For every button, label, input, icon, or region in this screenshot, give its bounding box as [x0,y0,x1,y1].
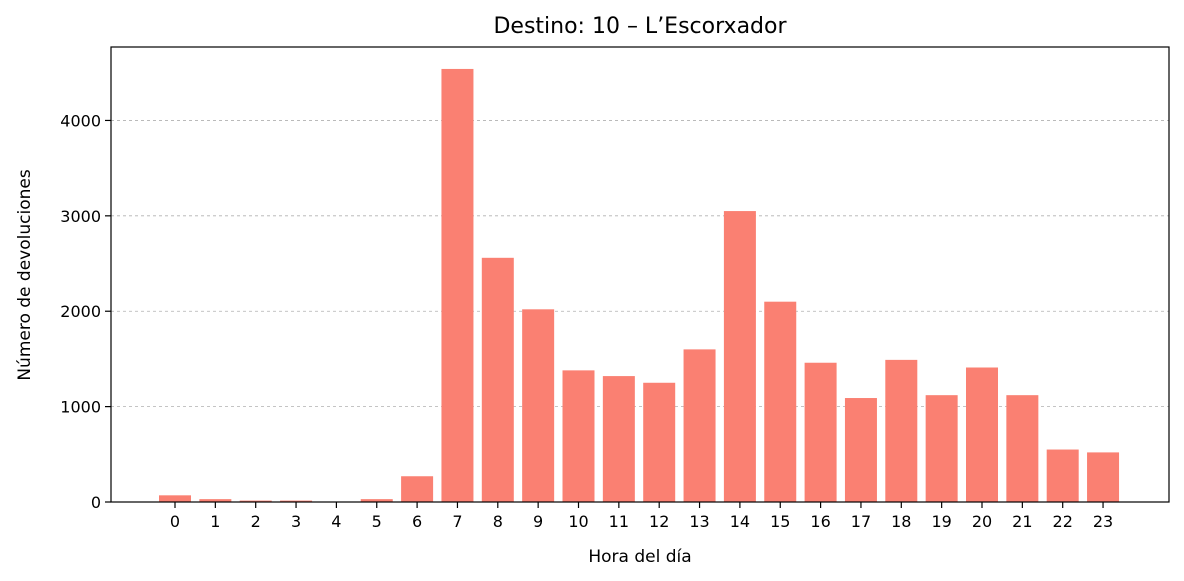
x-tick-label: 15 [770,512,790,531]
bar-hour-1 [199,499,232,502]
x-tick-label: 23 [1093,512,1113,531]
bar-hour-16 [804,362,837,502]
chart-title: Destino: 10 – L’Escorxador [493,14,787,39]
x-axis-ticks: 0 1 2 3 4 5 6 7 8 9 10 11 12 13 14 15 16 17 18 19 20 21 22 23 [170,502,1113,531]
bar-hour-13 [683,349,716,502]
bar-hour-17 [844,398,877,502]
y-tick-label: 4000 [60,111,101,130]
x-tick-label: 19 [931,512,951,531]
x-tick-label: 3 [291,512,301,531]
x-tick-label: 20 [972,512,992,531]
axes-frame [110,46,1170,503]
x-tick-label: 6 [412,512,422,531]
bar-hour-3 [280,500,313,502]
bar-hour-22 [1046,449,1079,502]
bar-hour-12 [643,382,676,502]
x-axis-label: Hora del día [588,547,691,567]
bars [159,68,1120,503]
x-tick-label: 12 [649,512,669,531]
bar-hour-20 [966,367,998,502]
y-tick-label: 0 [91,493,101,512]
bar-hour-15 [764,301,797,502]
bar-hour-10 [562,370,595,502]
x-tick-label: 11 [609,512,629,531]
x-tick-label: 10 [568,512,588,531]
x-tick-label: 2 [251,512,261,531]
x-tick-label: 7 [452,512,462,531]
bar-hour-5 [360,499,393,502]
x-tick-label: 8 [493,512,503,531]
bar-hour-7 [441,68,474,502]
x-tick-label: 4 [331,512,341,531]
bar-hour-9 [522,309,555,502]
x-tick-label: 0 [170,512,180,531]
x-tick-label: 14 [730,512,750,531]
bar-hour-6 [401,476,434,502]
y-tick-label: 1000 [60,398,101,417]
y-axis-label: Número de devoluciones [15,169,35,380]
x-tick-label: 13 [689,512,709,531]
x-tick-label: 16 [810,512,830,531]
gridlines [111,120,1169,408]
y-tick-label: 2000 [60,302,101,321]
bar-hour-19 [925,395,958,502]
bar-hour-18 [885,359,918,502]
bar-hour-14 [723,211,756,503]
x-tick-label: 17 [851,512,871,531]
bar-hour-11 [602,376,635,502]
y-axis-ticks: 0 1000 2000 3000 4000 [60,111,111,512]
x-tick-label: 9 [533,512,543,531]
bar-hour-23 [1087,452,1120,502]
x-tick-label: 1 [210,512,220,531]
y-tick-label: 3000 [60,207,101,226]
x-tick-label: 18 [891,512,911,531]
bar-hour-8 [481,257,514,502]
bar-hour-21 [1006,395,1039,502]
x-tick-label: 5 [372,512,382,531]
x-tick-label: 22 [1053,512,1073,531]
x-tick-label: 21 [1012,512,1032,531]
bar-hour-2 [239,500,272,502]
bar-hour-0 [159,495,191,502]
